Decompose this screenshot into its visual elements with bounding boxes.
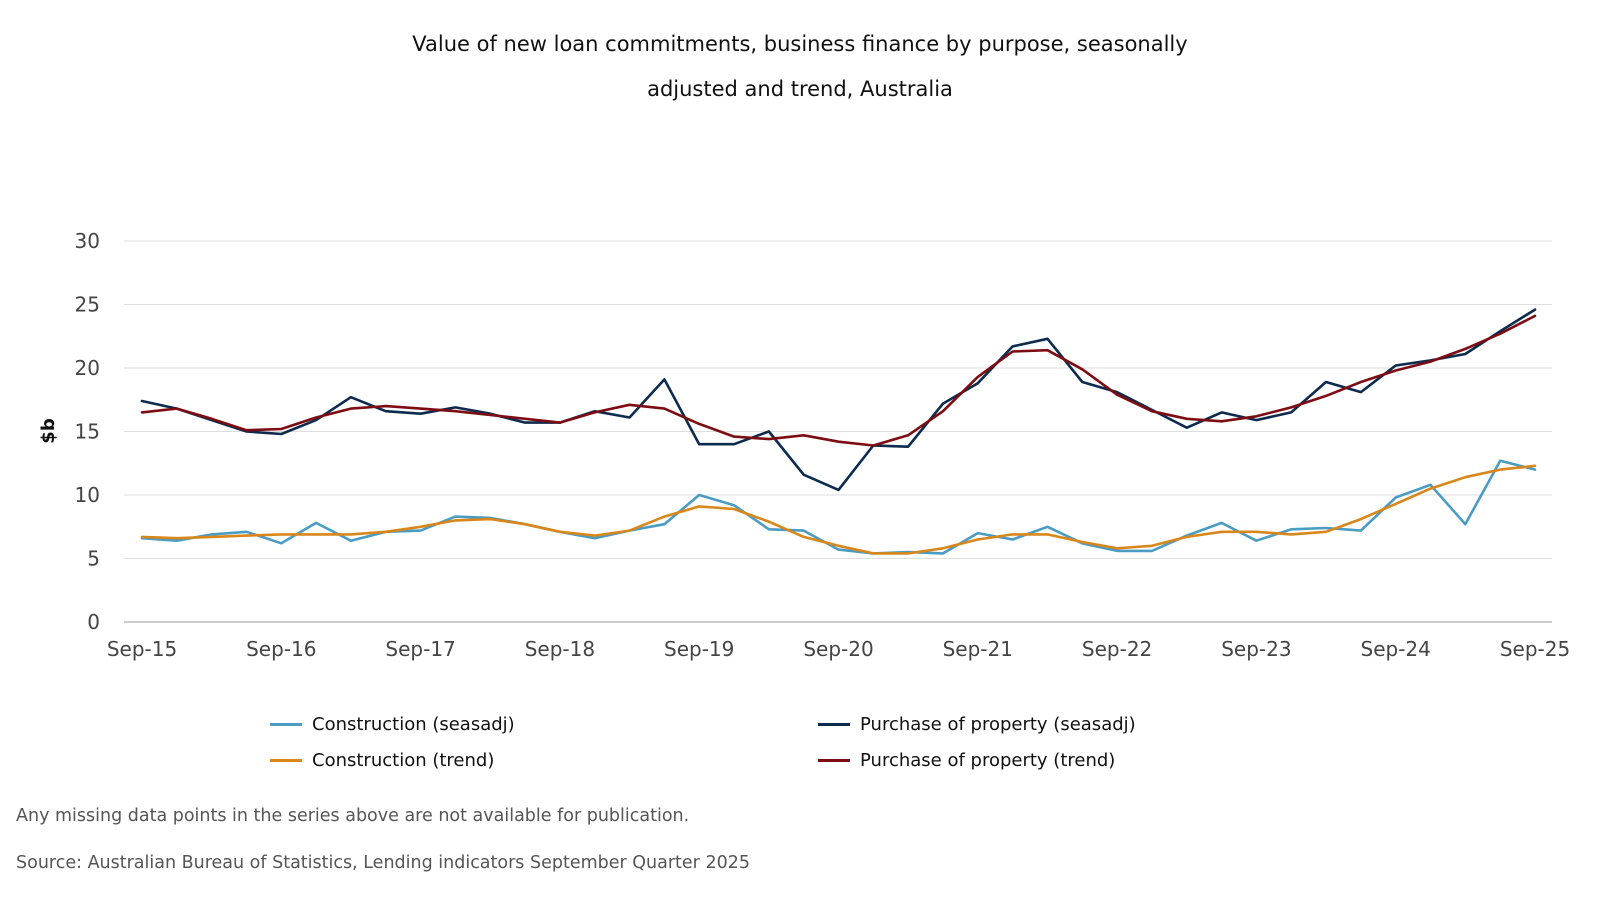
x-tick-label-sep-19: Sep-19 [664,637,734,661]
y-axis-label: $b [38,418,59,444]
legend-label-construction-seasadj: Construction (seasadj) [312,714,515,735]
legend-item-property-seasadj[interactable]: Purchase of property (seasadj) [818,714,1136,735]
y-tick-label-25: 25 [75,293,100,317]
chart-title-line-2: adjusted and trend, Australia [647,77,953,101]
legend-swatch-property-seasadj [818,723,850,726]
legend-swatch-property-trend [818,759,850,762]
x-tick-label-sep-17: Sep-17 [385,637,455,661]
y-tick-label-10: 10 [75,483,100,507]
legend-label-property-trend: Purchase of property (trend) [860,750,1116,771]
x-tick-label-sep-24: Sep-24 [1361,637,1431,661]
legend-item-property-trend[interactable]: Purchase of property (trend) [818,750,1115,771]
x-tick-label-sep-15: Sep-15 [107,637,177,661]
y-tick-label-15: 15 [75,420,100,444]
legend-swatch-construction-seasadj [270,723,302,726]
x-tick-label-sep-18: Sep-18 [525,637,595,661]
x-tick-label-sep-23: Sep-23 [1221,637,1291,661]
y-tick-label-20: 20 [75,356,100,380]
x-tick-label-sep-25: Sep-25 [1500,637,1570,661]
footnote: Any missing data points in the series ab… [16,806,690,826]
legend-label-construction-trend: Construction (trend) [312,750,495,771]
legend-item-construction-seasadj[interactable]: Construction (seasadj) [270,714,515,735]
source-note: Source: Australian Bureau of Statistics,… [16,853,750,873]
x-tick-label-sep-21: Sep-21 [943,637,1013,661]
x-tick-label-sep-22: Sep-22 [1082,637,1152,661]
series-line-construction-seasadj [140,459,1537,555]
chart-title-line-1: Value of new loan commitments, business … [412,32,1188,56]
x-tick-label-sep-16: Sep-16 [246,637,316,661]
legend-label-property-seasadj: Purchase of property (seasadj) [860,714,1136,735]
y-tick-label-0: 0 [87,610,100,634]
legend-item-construction-trend[interactable]: Construction (trend) [270,750,494,771]
y-tick-label-30: 30 [75,229,100,253]
y-tick-label-5: 5 [87,547,100,571]
series-line-purchase-of-property-seasadj [140,308,1537,492]
line-chart: 0 5 10 15 20 25 30 $b Sep-15 Sep-16 Sep-17 Sep-18 Se… [38,229,1570,661]
legend-swatch-construction-trend [270,759,302,762]
chart-title: Value of new loan commitments, business … [380,22,1220,112]
series-line-purchase-of-property-trend [140,314,1537,447]
x-tick-label-sep-20: Sep-20 [803,637,873,661]
series-line-construction-trend [140,464,1537,555]
